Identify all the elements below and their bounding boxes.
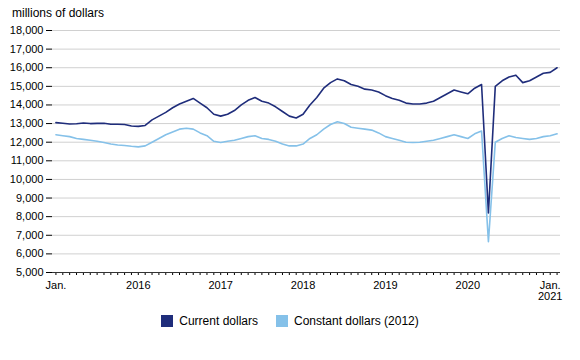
svg-text:6,000: 6,000 bbox=[16, 247, 44, 259]
svg-text:5,000: 5,000 bbox=[16, 266, 44, 278]
svg-text:2018: 2018 bbox=[291, 279, 315, 291]
svg-text:18,000: 18,000 bbox=[10, 24, 44, 36]
svg-text:2017: 2017 bbox=[208, 279, 232, 291]
svg-text:10,000: 10,000 bbox=[10, 173, 44, 185]
svg-text:17,000: 17,000 bbox=[10, 43, 44, 55]
svg-text:9,000: 9,000 bbox=[16, 192, 44, 204]
svg-text:8,000: 8,000 bbox=[16, 210, 44, 222]
svg-text:Jan.2021: Jan.2021 bbox=[538, 279, 562, 302]
svg-text:15,000: 15,000 bbox=[10, 80, 44, 92]
html-text:Current dollars: Current dollars bbox=[179, 314, 258, 328]
html-text:Constant dollars (2012): Constant dollars (2012) bbox=[294, 314, 419, 328]
svg-text:7,000: 7,000 bbox=[16, 229, 44, 241]
svg-text:11,000: 11,000 bbox=[11, 154, 44, 166]
svg-text:2016: 2016 bbox=[126, 279, 150, 291]
svg-text:13,000: 13,000 bbox=[10, 117, 44, 129]
svg-text:2020: 2020 bbox=[456, 279, 480, 291]
svg-text:2019: 2019 bbox=[373, 279, 397, 291]
svg-text:12,000: 12,000 bbox=[10, 136, 44, 148]
svg-text:16,000: 16,000 bbox=[10, 61, 44, 73]
html-text:millions of dollars: millions of dollars bbox=[12, 6, 104, 20]
svg-text:Jan.: Jan. bbox=[46, 279, 67, 291]
svg-text:14,000: 14,000 bbox=[10, 98, 44, 110]
